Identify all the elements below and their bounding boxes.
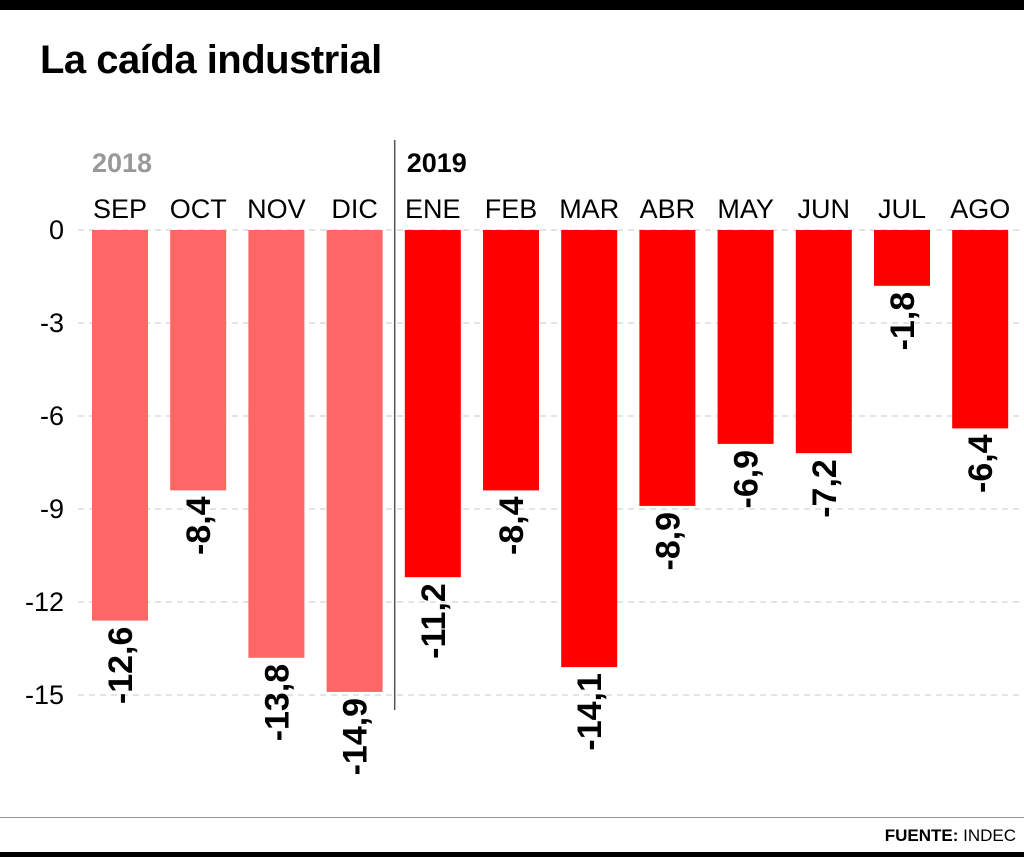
y-tick-label: -9 xyxy=(40,494,64,524)
data-label: -6,9 xyxy=(728,450,766,509)
data-label: -11,2 xyxy=(415,583,453,659)
bar-chart: 0 -3 -6 -9 -12 -15 SEP -12,6 OCT -8,4 NOV -13,8 DIC -… xyxy=(25,140,1020,776)
data-label: -8,4 xyxy=(180,496,218,555)
y-tick-label: -6 xyxy=(40,401,64,431)
bar xyxy=(248,230,305,658)
top-rule xyxy=(0,0,1024,10)
data-label: -8,4 xyxy=(493,496,531,555)
chart-title: La caída industrial xyxy=(40,38,382,82)
x-tick-label: AGO xyxy=(950,194,1010,224)
x-tick-label: DIC xyxy=(331,194,378,224)
x-tick-label: NOV xyxy=(247,194,306,224)
y-tick-label: -12 xyxy=(25,587,64,617)
source-note: FUENTE: INDEC xyxy=(885,826,1016,846)
footer-divider xyxy=(0,817,1024,818)
y-tick-label: 0 xyxy=(49,215,64,245)
bottom-rule xyxy=(0,852,1024,857)
x-tick-label: MAY xyxy=(717,194,774,224)
data-label: -14,9 xyxy=(337,698,375,776)
data-label: -13,8 xyxy=(258,664,296,742)
bar xyxy=(874,230,930,286)
source-value: INDEC xyxy=(963,826,1016,845)
bar xyxy=(326,230,383,692)
x-tick-label: JUL xyxy=(878,194,926,224)
x-tick-label: FEB xyxy=(485,194,538,224)
bar xyxy=(92,230,148,621)
bar xyxy=(170,230,227,491)
y-tick-label: -15 xyxy=(25,680,64,710)
group-label-2018: 2018 xyxy=(92,148,152,178)
group-label-2019: 2019 xyxy=(407,148,467,178)
x-tick-label: MAR xyxy=(559,194,619,224)
bar xyxy=(717,230,774,444)
data-label: -7,2 xyxy=(806,459,844,518)
bar xyxy=(404,230,461,578)
source-label: FUENTE: xyxy=(884,826,959,845)
x-tick-label: JUN xyxy=(798,194,851,224)
data-label: -6,4 xyxy=(962,434,1000,493)
data-label: -8,9 xyxy=(649,512,687,571)
data-label: -12,6 xyxy=(102,627,140,705)
bar xyxy=(952,230,1009,429)
x-tick-label: ENE xyxy=(405,194,461,224)
y-tick-label: -3 xyxy=(40,308,64,338)
data-label: -14,1 xyxy=(571,673,609,751)
bar xyxy=(483,230,539,491)
bar xyxy=(561,230,618,668)
x-tick-label: OCT xyxy=(170,194,227,224)
data-label: -1,8 xyxy=(884,292,922,351)
x-tick-label: SEP xyxy=(93,194,147,224)
bar xyxy=(639,230,696,506)
x-tick-label: ABR xyxy=(640,194,696,224)
bar xyxy=(795,230,852,454)
